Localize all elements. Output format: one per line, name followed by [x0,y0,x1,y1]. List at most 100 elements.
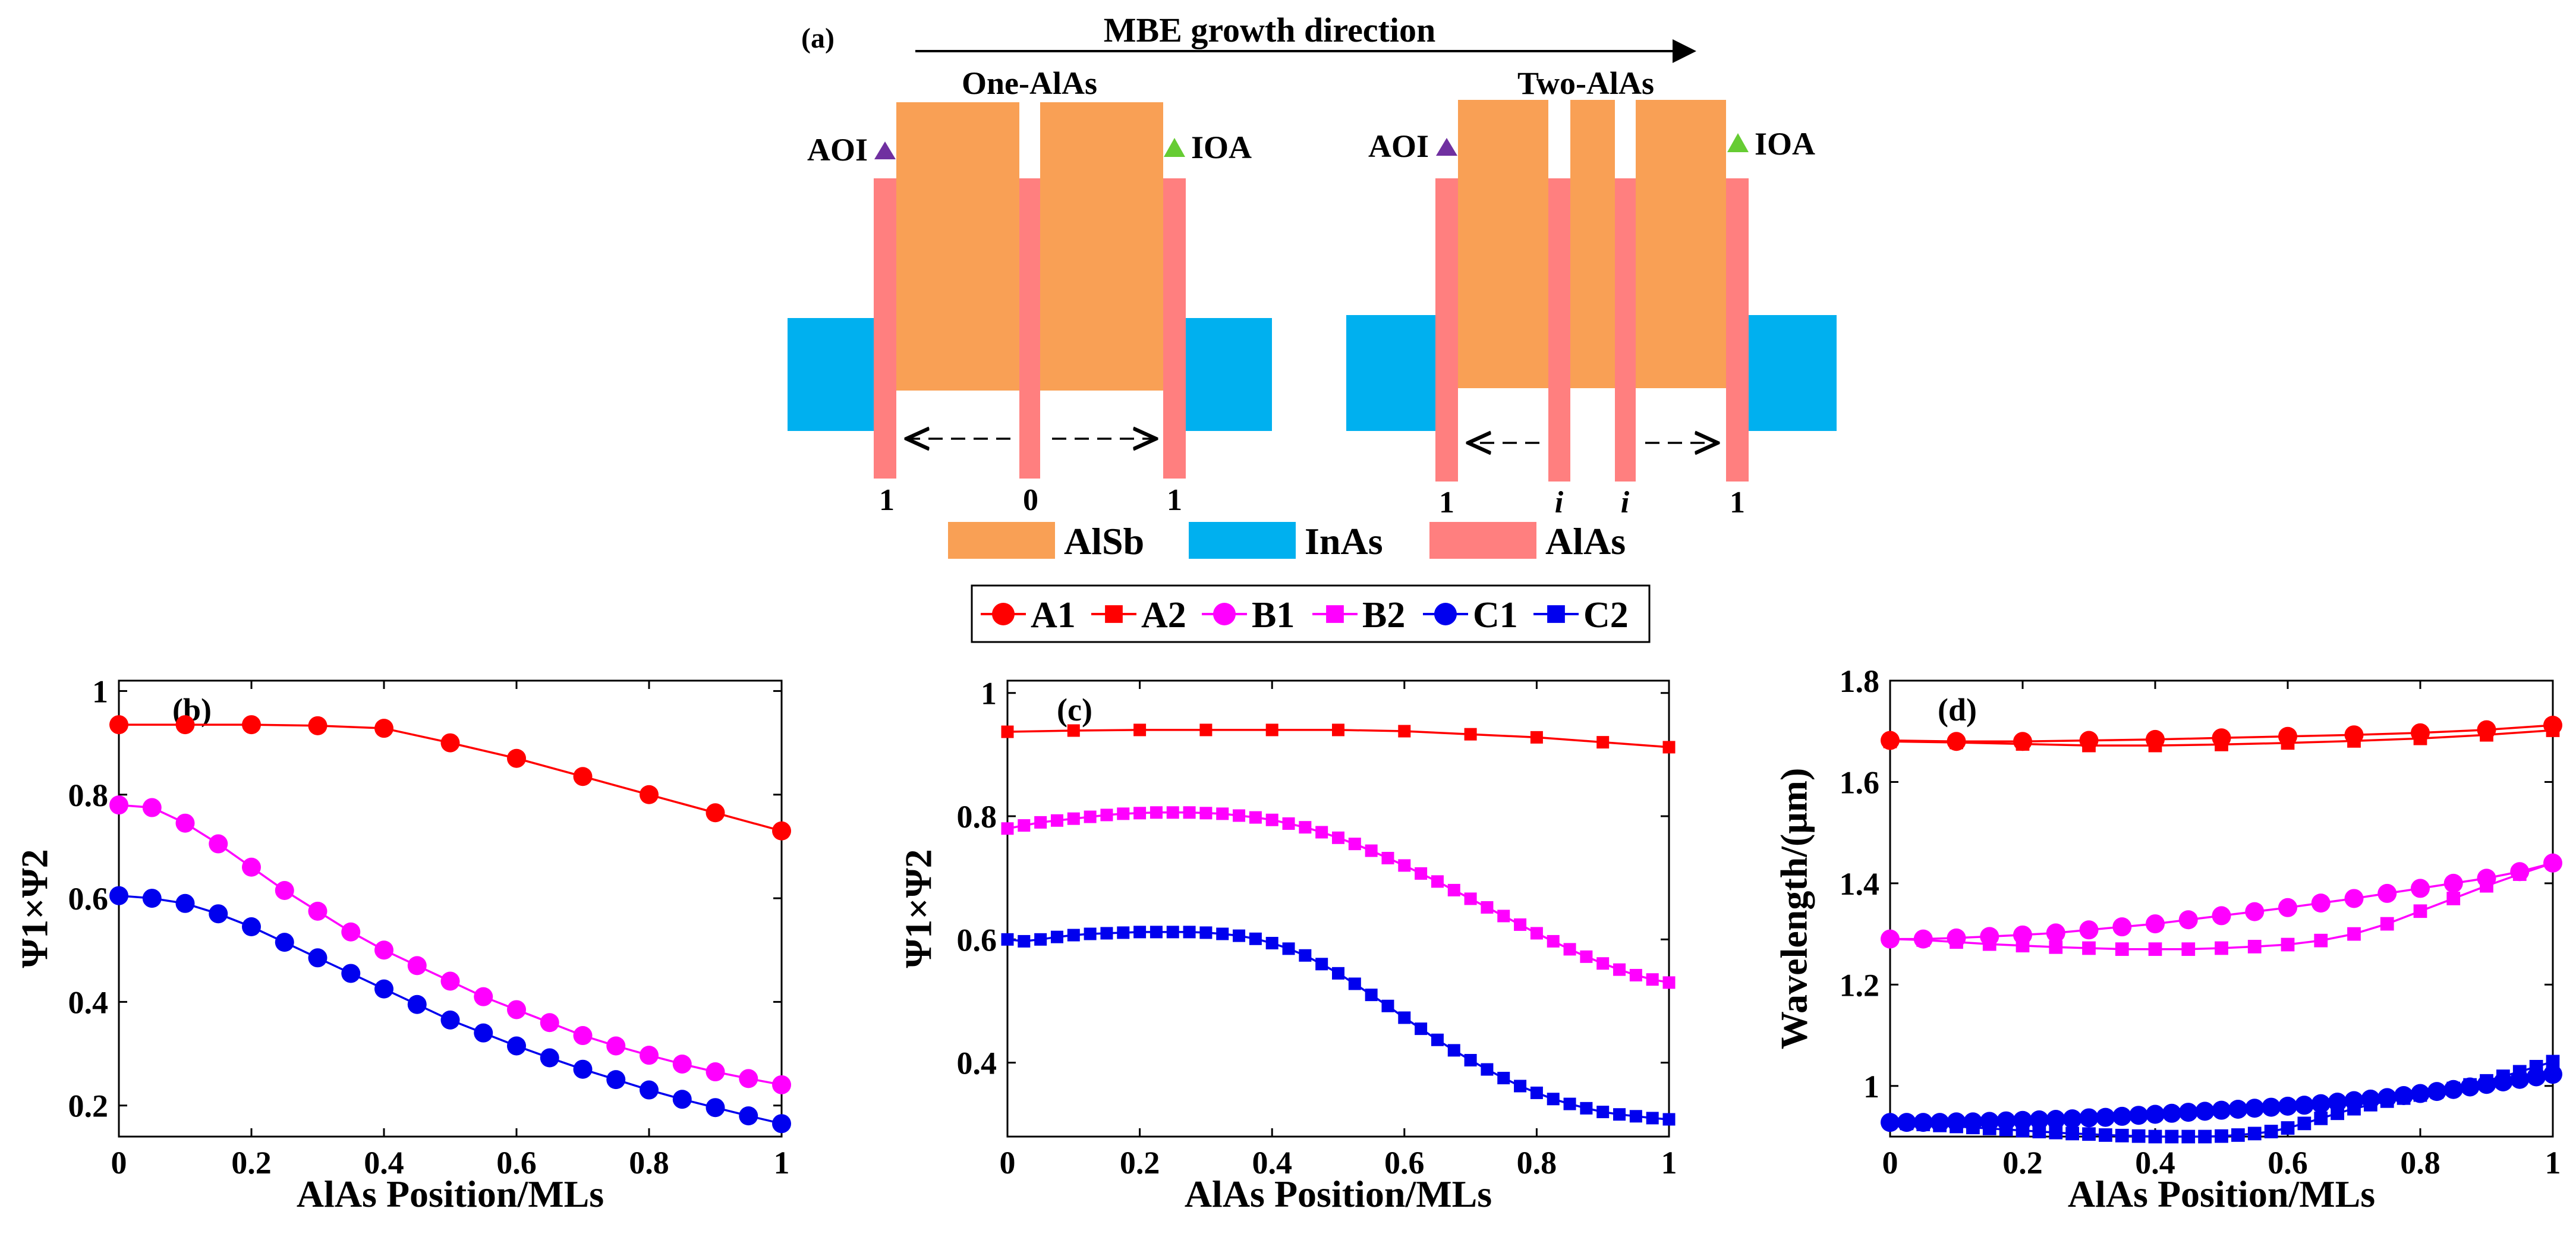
y-tick-label: 1.6 [1840,764,1880,800]
data-point-b2 [1447,883,1460,896]
series-a2 [1883,723,2560,753]
data-point-b2 [2049,940,2063,954]
data-point-b2 [1133,807,1147,820]
data-point-c1 [109,886,128,905]
data-point-c2 [1547,1093,1560,1106]
data-point-b2 [2380,917,2394,931]
data-point-c1 [374,979,393,999]
data-point-c1 [308,948,327,968]
data-point-c2 [2181,1129,2196,1144]
x-tick-label: 0.8 [2400,1145,2440,1181]
data-point-b2 [1216,807,1229,820]
data-point-b1 [2146,914,2165,934]
data-point-a1 [175,715,195,735]
legend-marker-b2 [1326,605,1344,623]
data-point-b1 [474,987,493,1006]
data-point-b2 [1117,807,1130,820]
data-point-c2 [2380,1094,2394,1108]
x-tick-label: 0 [1882,1145,1898,1181]
position-label: 0 [1023,483,1038,517]
data-point-c1 [672,1090,692,1109]
data-point-a2 [2480,728,2493,742]
data-point-c2 [1100,927,1113,940]
data-point-b2 [2016,939,2030,953]
data-point-c1 [2543,1065,2562,1084]
data-point-a2 [1596,736,1610,749]
data-point-a1 [706,803,725,823]
data-point-a1 [308,716,327,735]
data-point-c2 [2032,1125,2046,1138]
data-point-c2 [1018,934,1031,948]
series-legend: A1 A2 B1 B2 C1 C2 [971,584,1651,643]
data-point-c1 [242,917,261,937]
data-point-c2 [1117,926,1130,939]
data-point-c2 [1481,1063,1494,1076]
data-point-b2 [1464,892,1477,905]
data-point-b2 [2314,933,2328,948]
legend-label-alas: AlAs [1545,520,1626,562]
data-point-b1 [507,1000,526,1019]
series-a1 [109,715,791,841]
data-point-c1 [2245,1099,2265,1118]
data-point-c2 [1299,949,1312,962]
data-point-b2 [1916,933,1931,947]
data-point-b1 [209,834,228,854]
data-point-c2 [2512,1065,2527,1079]
data-point-c2 [1883,1115,1897,1129]
data-point-c2 [1900,1116,1914,1131]
data-point-b2 [1150,806,1163,819]
data-point-c1 [474,1023,493,1043]
data-point-c2 [2082,1127,2096,1141]
data-point-c2 [1183,926,1196,939]
data-point-b1 [2311,893,2331,913]
x-tick-label: 0.8 [629,1145,669,1181]
data-point-b1 [739,1069,758,1088]
data-point-b2 [1662,976,1676,989]
x-tick-label: 0.6 [2268,1145,2308,1181]
data-point-c2 [1646,1112,1659,1125]
data-point-c2 [2049,1125,2063,1140]
y-axis-label: Ψ1×Ψ2 [14,849,56,968]
x-tick-label: 0 [111,1145,127,1181]
data-point-c2 [1166,926,1179,939]
data-point-c1 [640,1080,659,1100]
y-tick-label: 1 [1863,1069,1879,1104]
data-point-b2 [2413,904,2427,918]
data-point-a2 [1133,723,1147,737]
data-point-b2 [1265,813,1278,826]
structure-two-alas: AOI IOA 1 i i 1 [1346,100,1837,520]
data-point-b1 [706,1062,725,1082]
y-tick-label: 1 [92,674,108,709]
data-point-c1 [142,889,162,908]
x-tick-label: 0.4 [2135,1145,2175,1181]
data-point-b2 [1183,806,1196,819]
data-point-b2 [1018,819,1031,832]
data-point-c1 [209,904,228,924]
structure-right-title: Two-AlAs [1517,65,1654,101]
y-tick-label: 0.6 [957,922,997,958]
data-point-a2 [1332,723,1344,737]
data-point-c1 [2311,1094,2331,1113]
legend-marker-c1 [1434,603,1457,625]
data-point-c2 [1050,930,1063,943]
data-point-c2 [1216,927,1229,940]
data-point-c1 [706,1098,725,1118]
data-point-c2 [1431,1033,1444,1046]
data-point-c2 [1464,1053,1477,1066]
data-point-b2 [2512,867,2527,881]
data-point-c2 [2065,1126,2079,1141]
data-point-c2 [1530,1086,1543,1099]
y-tick-label: 1.4 [1840,866,1880,902]
series-c2 [1883,1055,2560,1144]
data-point-b1 [2178,910,2198,930]
data-point-c2 [2446,1081,2461,1096]
data-point-c1 [2278,1096,2297,1116]
structure-left-title: One-AlAs [962,65,1097,101]
x-axis-label: AlAs Position/MLs [1185,1173,1492,1215]
data-point-c2 [1265,937,1278,950]
data-point-c1 [772,1114,791,1134]
data-point-a2 [2347,734,2361,748]
legend-label-b1: B1 [1252,595,1295,635]
x-tick-label: 1 [1661,1145,1677,1181]
data-point-c2 [1001,933,1014,946]
